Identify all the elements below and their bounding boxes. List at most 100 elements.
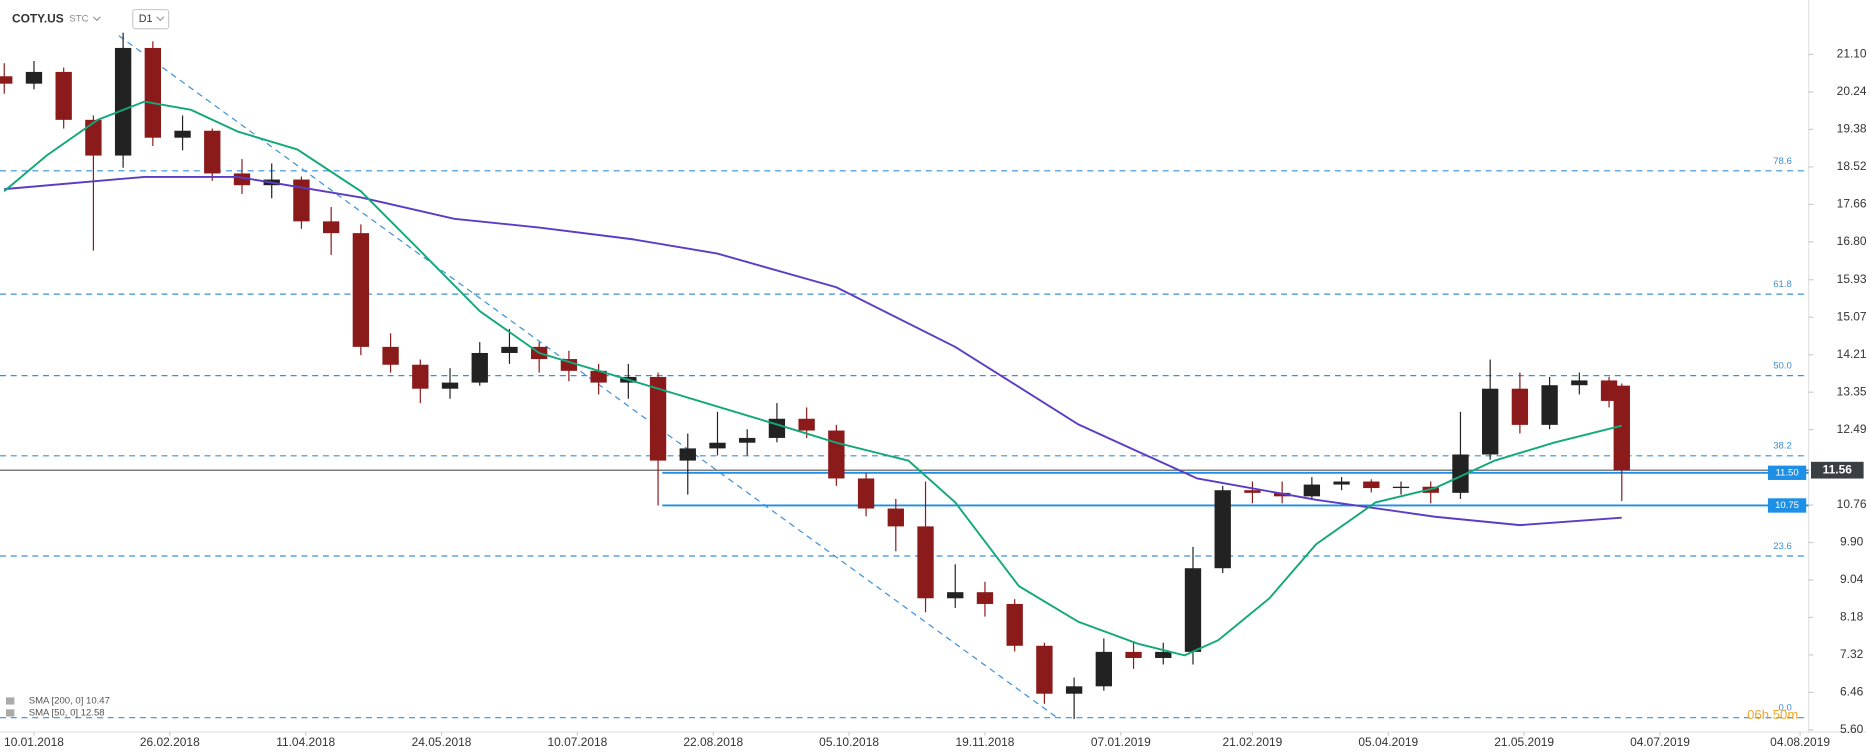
interval[interactable]: D1	[139, 13, 153, 25]
y-tick-label: 5.60	[1840, 722, 1864, 736]
candle-body	[590, 370, 607, 383]
x-tick-label: 11.04.2018	[276, 735, 335, 749]
candle-body	[1303, 484, 1321, 497]
y-tick-label: 9.04	[1840, 572, 1864, 586]
x-tick-label: 07.01.2019	[1091, 735, 1151, 749]
candle-body	[1184, 568, 1202, 652]
x-tick-label: 22.08.2018	[683, 735, 743, 749]
candle-body	[471, 352, 488, 383]
y-tick-label: 6.46	[1840, 685, 1864, 699]
y-tick-label: 14.21	[1837, 347, 1866, 361]
candle-body	[828, 430, 845, 479]
y-tick-label: 13.35	[1837, 384, 1866, 398]
candle-body	[55, 71, 72, 120]
candle-body	[412, 364, 429, 389]
candle-body	[1392, 486, 1410, 489]
candle-body	[1481, 388, 1499, 455]
candle-body	[293, 179, 310, 222]
candle-body	[1214, 490, 1231, 569]
candle-body	[0, 76, 13, 84]
dropdown-caret[interactable]	[92, 16, 101, 22]
fib-level-label: 50.0	[1773, 361, 1792, 372]
candle-body	[1541, 385, 1558, 425]
y-tick-label: 12.49	[1837, 422, 1866, 436]
candle-body	[1600, 380, 1618, 401]
x-tick-label: 04.08.2019	[1770, 735, 1830, 749]
sma-line	[4, 175, 1622, 527]
candle-body	[1613, 385, 1630, 471]
candle-body	[501, 346, 518, 353]
candle-body	[560, 359, 578, 371]
x-tick-label: 21.02.2019	[1223, 735, 1283, 749]
candle-body	[887, 508, 904, 527]
fib-level-label: 38.2	[1773, 441, 1792, 452]
legend-icon	[5, 697, 15, 705]
candle-body	[1511, 388, 1529, 425]
x-tick-label: 24.05.2018	[412, 735, 472, 749]
support-label: 10.75	[1775, 500, 1799, 511]
candle-body	[352, 233, 370, 347]
candle-body	[1065, 686, 1083, 694]
x-tick-label: 26.02.2018	[140, 735, 200, 749]
candle-body	[947, 592, 964, 599]
candle-body	[114, 47, 132, 156]
y-tick-label: 16.80	[1837, 234, 1866, 248]
dropdown-caret	[156, 16, 165, 22]
candle-body	[382, 346, 399, 365]
last-price-label: 11.56	[1823, 462, 1853, 476]
candle-body	[441, 382, 459, 389]
candle-body	[1036, 645, 1053, 694]
candle-body	[1571, 380, 1588, 386]
candle-body	[1363, 481, 1380, 489]
candle-body	[85, 119, 102, 156]
candle-body	[1125, 651, 1142, 658]
candle-body	[1452, 454, 1469, 493]
x-tick-label: 10.01.2018	[4, 735, 64, 749]
y-tick-label: 15.07	[1837, 309, 1866, 323]
candle-body	[857, 478, 875, 509]
candle-body	[679, 448, 696, 461]
interval-box[interactable]	[132, 8, 170, 30]
symbol[interactable]: COTY.US	[12, 11, 64, 25]
candle-body	[976, 592, 994, 604]
candle-body	[917, 526, 934, 599]
x-tick-label: 04.07.2019	[1630, 735, 1690, 749]
candle-body	[798, 418, 815, 431]
y-tick-label: 19.38	[1837, 122, 1866, 136]
candle-body	[1095, 651, 1113, 687]
x-tick-label: 05.10.2018	[819, 735, 879, 749]
candle-body	[25, 71, 43, 84]
fib-level-label: 0.0	[1779, 703, 1792, 714]
y-tick-label: 15.93	[1837, 272, 1866, 286]
legend-label: SMA [50, 0] 12.58	[29, 707, 105, 718]
y-tick-label: 9.90	[1840, 535, 1864, 549]
support-label-box	[1767, 498, 1807, 513]
candle-body	[649, 376, 667, 461]
instrument-kind: STC	[69, 14, 88, 25]
legend-icon	[5, 709, 15, 717]
legend-label: SMA [200, 0] 10.47	[29, 695, 110, 706]
last-price-box	[1810, 461, 1864, 479]
candle-body	[1333, 481, 1350, 485]
x-tick-label: 21.05.2019	[1494, 735, 1554, 749]
x-tick-label: 05.04.2019	[1358, 735, 1418, 749]
candle-body	[204, 130, 221, 174]
fib-level-label: 61.8	[1773, 279, 1792, 290]
sma-line	[3, 100, 1622, 657]
x-tick-label: 10.07.2018	[547, 735, 607, 749]
y-tick-label: 21.10	[1837, 47, 1866, 61]
candle-countdown: 06h 50m	[1747, 707, 1798, 722]
y-tick-label: 7.32	[1840, 647, 1864, 661]
y-tick-label: 20.24	[1837, 84, 1866, 98]
support-label: 11.50	[1775, 467, 1798, 478]
x-tick-label: 19.11.2018	[955, 735, 1014, 749]
candle-body	[768, 418, 786, 438]
candle-body	[1155, 651, 1172, 658]
y-tick-label: 18.52	[1837, 159, 1866, 173]
y-tick-label: 8.18	[1840, 610, 1864, 624]
candle-body	[322, 221, 340, 234]
candle-body	[1244, 490, 1261, 493]
fib-level-label: 78.6	[1773, 156, 1792, 167]
